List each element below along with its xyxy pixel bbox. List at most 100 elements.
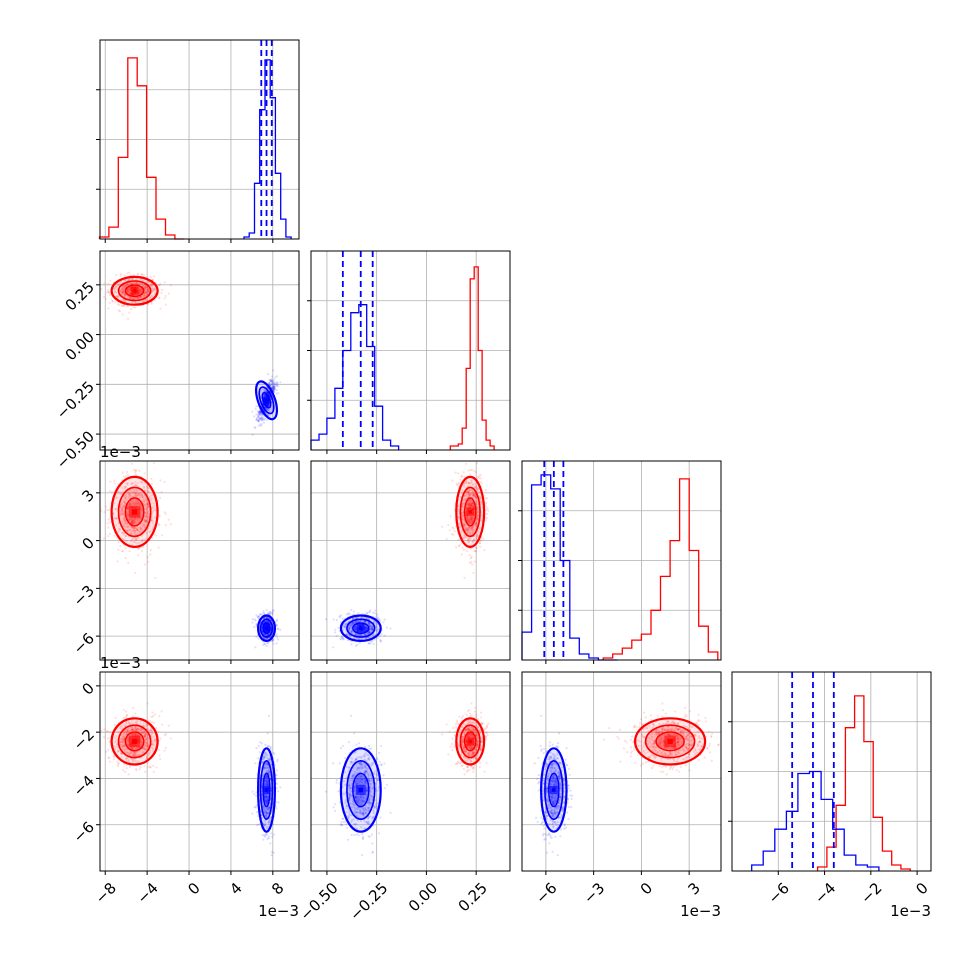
sample-point (158, 284, 161, 287)
sample-point (257, 637, 260, 640)
sample-point (149, 548, 152, 552)
sample-point (122, 512, 125, 516)
sample-point (113, 517, 116, 520)
sample-point (142, 293, 145, 296)
sample-point (124, 284, 128, 287)
sample-point (146, 702, 149, 705)
sample-point (167, 518, 170, 521)
sample-point (138, 289, 141, 292)
sample-point (121, 292, 124, 295)
sample-point (159, 307, 162, 310)
sample-point (273, 381, 276, 384)
sample-point (389, 627, 392, 630)
sample-point (143, 286, 146, 289)
sample-point (138, 492, 141, 495)
sample-point (159, 758, 162, 761)
sample-point (271, 382, 274, 386)
sample-point (134, 712, 137, 715)
sample-point (255, 635, 258, 639)
sample-point (273, 386, 276, 389)
sample-point (263, 393, 266, 397)
sample-point (149, 553, 152, 556)
sample-point (142, 294, 145, 297)
sample-point (126, 290, 129, 293)
sample-point (251, 433, 254, 436)
sample-point (120, 304, 123, 307)
sample-point (114, 291, 118, 294)
sample-point (258, 417, 261, 420)
sample-point (132, 306, 135, 309)
sample-point (145, 291, 148, 294)
sample-point (123, 500, 126, 503)
sample-point (124, 547, 127, 550)
sample-point (448, 529, 451, 532)
sample-point (146, 761, 149, 765)
sample-point (131, 537, 134, 540)
sample-point (114, 301, 117, 304)
sample-point (271, 384, 275, 388)
sample-point (116, 294, 119, 297)
sample-point (269, 612, 272, 615)
sample-point (345, 613, 348, 616)
sample-point (274, 384, 277, 387)
sample-point (110, 298, 113, 301)
sample-point (265, 418, 268, 421)
sample-point (132, 278, 135, 281)
sample-point (257, 415, 261, 418)
sample-point (120, 272, 123, 276)
sample-point (253, 618, 256, 621)
sample-point (124, 497, 127, 500)
sample-point (119, 289, 122, 292)
sample-point (257, 419, 260, 423)
sample-point (140, 288, 143, 292)
sample-point (263, 417, 267, 420)
sample-point (132, 282, 135, 285)
sample-point (257, 415, 260, 418)
sample-point (147, 489, 150, 492)
sample-point (127, 288, 130, 291)
sample-point (262, 612, 266, 615)
sample-point (158, 715, 161, 718)
sample-point (480, 482, 483, 485)
sample-point (138, 292, 141, 295)
sample-point (151, 287, 155, 290)
sample-point (272, 369, 275, 372)
sample-point (149, 766, 152, 769)
sample-point (485, 508, 488, 511)
sample-point (441, 525, 444, 528)
sample-point (139, 287, 142, 290)
sample-point (251, 621, 254, 624)
sample-point (142, 498, 145, 501)
sample-point (382, 621, 385, 624)
sample-point (469, 473, 472, 476)
sample-point (152, 462, 155, 465)
sample-point (149, 720, 152, 723)
sample-point (258, 410, 261, 413)
sample-point (105, 730, 109, 733)
sample-point (264, 394, 267, 397)
sample-point (119, 503, 123, 506)
sample-point (130, 462, 133, 465)
sample-point (150, 284, 153, 287)
sample-point (251, 618, 254, 621)
sample-point (132, 706, 135, 709)
sample-point (105, 509, 109, 512)
sample-point (143, 285, 146, 288)
sample-point (479, 545, 482, 548)
sample-point (254, 646, 257, 649)
sample-point (122, 286, 125, 289)
sample-point (104, 505, 108, 508)
sample-point (159, 479, 162, 482)
sample-point (257, 419, 260, 422)
sample-point (134, 301, 137, 304)
sample-point (124, 285, 127, 289)
sample-point (482, 537, 485, 540)
sample-point (117, 762, 120, 765)
sample-point (150, 283, 153, 286)
sample-point (117, 764, 120, 768)
sample-point (144, 286, 147, 289)
sample-point (141, 284, 144, 287)
sample-point (267, 408, 270, 411)
sample-point (113, 534, 116, 537)
sample-point (473, 560, 476, 563)
